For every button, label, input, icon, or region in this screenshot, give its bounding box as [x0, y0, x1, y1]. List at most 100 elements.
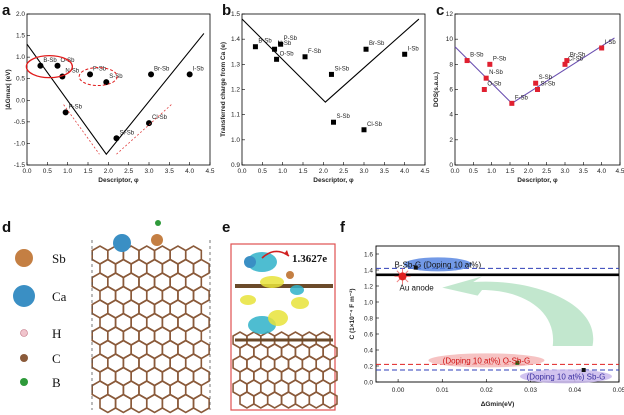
data-point: [564, 58, 570, 64]
data-point: [148, 71, 155, 78]
y-tick-label: 12: [446, 11, 454, 18]
x-tick-label: 2.0: [524, 168, 533, 175]
x-axis-label: Descriptor, φ: [517, 177, 558, 184]
data-point: [402, 51, 408, 57]
plot-frame: [26, 13, 211, 166]
y-tick-label: -0.5: [14, 119, 26, 126]
data-point: [252, 44, 258, 50]
carbon-ring: [145, 393, 164, 414]
y-tick-label: 0.4: [364, 348, 373, 355]
label-highlight: [403, 257, 472, 272]
structure-diagram-d: Sb Ca HCB: [13, 220, 211, 414]
data-label: B-Sb-G (Doping 10 at%): [395, 260, 482, 269]
chart-f: 0.00 0.01 0.02 0.03 0.04 0.05 0.0 0.2 0.4 0.6 0.8 1…: [349, 245, 624, 408]
data-point: [302, 54, 308, 60]
x-tick-label: 2.0: [319, 168, 328, 175]
y-tick-label: 1.0: [16, 54, 25, 61]
data-point: [398, 272, 407, 281]
data-point: [331, 119, 336, 125]
data-point: [361, 127, 367, 133]
x-tick-label: 0.02: [480, 387, 493, 394]
data-label: Cl-Sb: [367, 122, 383, 128]
y-tick-label: -1.5: [14, 162, 26, 169]
x-tick-label: 1.5: [505, 168, 514, 175]
data-label: I-Sb: [605, 40, 617, 46]
x-tick-label: 4.5: [420, 168, 429, 175]
data-label: F-Sb: [515, 95, 529, 101]
data-label: F-Sb: [308, 49, 322, 55]
x-tick-label: 1.0: [278, 168, 287, 175]
atom-legend-label: Ca: [52, 289, 67, 304]
atom-legend-label: H: [52, 326, 61, 341]
x-tick-label: 0.0: [22, 168, 31, 175]
atom-b-icon: [20, 378, 28, 386]
data-point: [464, 58, 470, 64]
data-label: S-Sb: [539, 75, 553, 81]
x-tick-label: 3.0: [560, 168, 569, 175]
carbon-ring: [161, 393, 179, 414]
y-tick-label: 1.1: [231, 112, 240, 119]
y-tick-label: 1.0: [231, 137, 240, 144]
data-label: (Doping 10 at%) O-Sb-G: [443, 356, 531, 365]
data-point: [413, 265, 418, 270]
data-point: [278, 41, 284, 47]
y-tick-label: 8: [449, 61, 453, 68]
y-tick-label: 0.0: [364, 380, 373, 387]
data-label: B-Sb: [258, 39, 272, 45]
y-tick-label: 1.2: [231, 87, 240, 94]
y-axis-label: DOS(s.a.u.): [433, 72, 440, 107]
fit-line: [241, 18, 420, 103]
y-tick-label: 0.2: [364, 364, 373, 371]
sb-atom: [286, 271, 294, 279]
b-atom: [155, 220, 161, 226]
trend-arrow: [63, 104, 100, 155]
data-point: [146, 120, 152, 127]
data-point: [54, 62, 61, 69]
y-tick-label: 2: [449, 137, 453, 144]
y-tick-label: 0.9: [231, 162, 240, 169]
carbon-ring: [322, 391, 338, 409]
highlight-ellipse-dashed: [78, 67, 118, 87]
data-label: P-Sb: [493, 56, 507, 62]
atom-legend-label: C: [52, 351, 61, 366]
data-point: [515, 360, 520, 365]
x-tick-label: 4.5: [205, 168, 214, 175]
x-tick-label: 2.5: [339, 168, 348, 175]
data-label: I-Sb: [408, 46, 420, 52]
data-label: N-Sb: [489, 70, 503, 76]
data-label: Cl-Sb: [568, 56, 584, 62]
y-tick-label: 0.0: [16, 97, 25, 104]
y-axis-label: Transferred charge from Ca (e): [220, 42, 227, 137]
atom-ca-icon: [13, 285, 35, 307]
x-tick-label: 3.5: [579, 168, 588, 175]
data-label: N-Sb: [65, 69, 79, 75]
data-point: [272, 46, 278, 52]
x-tick-label: 3.0: [359, 168, 368, 175]
data-label: I-Sb: [193, 66, 205, 72]
carbon-ring: [114, 393, 132, 414]
graphene-lattice-d: [91, 220, 211, 414]
x-tick-label: 3.0: [144, 168, 153, 175]
chart-c: 0.0 0.5 1.0 1.5 2.0 2.5 3.0 3.5 4.0 4.5 0 2 4 6 8 10 12 D…: [433, 11, 624, 184]
carbon-ring: [177, 393, 195, 414]
x-tick-label: 4.5: [615, 168, 624, 175]
data-label: Si-Sb: [541, 82, 556, 88]
x-tick-label: 0.00: [392, 387, 405, 394]
x-tick-label: 4.0: [597, 168, 606, 175]
trend-arrow-icon: [442, 276, 594, 346]
graphene-lattice-e: [232, 284, 338, 409]
fit-line: [454, 37, 615, 105]
atom-h-icon: [20, 329, 28, 337]
y-tick-label: 1.4: [364, 268, 373, 275]
x-tick-label: 0.04: [568, 387, 581, 394]
atom-sb-icon: [15, 249, 33, 267]
ca-atom: [113, 234, 131, 252]
y-axis-label: C (1×10⁻⁴ F m⁻²): [349, 288, 356, 339]
x-tick-label: 2.5: [124, 168, 133, 175]
data-label: Cl-Sb: [152, 115, 168, 121]
x-tick-label: 3.5: [165, 168, 174, 175]
panel-label-f: f: [340, 219, 346, 236]
sb-atom: [151, 234, 163, 246]
y-tick-label: 1.3: [231, 61, 240, 68]
y-tick-label: -1.0: [14, 140, 26, 147]
